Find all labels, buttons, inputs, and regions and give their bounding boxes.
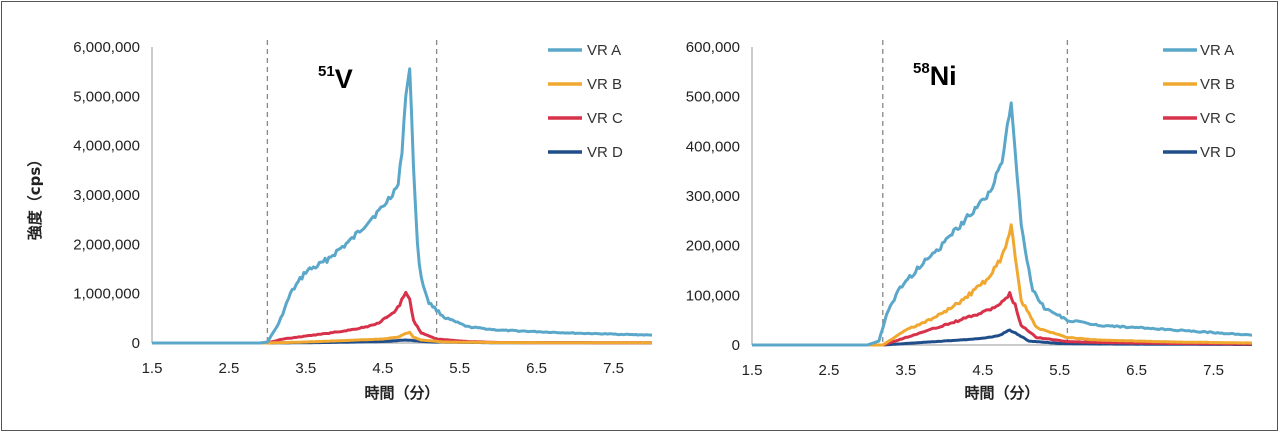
element-label: 51V bbox=[318, 63, 353, 94]
x-tick-label: 3.5 bbox=[295, 360, 316, 377]
legend-label: VR C bbox=[1200, 110, 1236, 127]
chart-panel-2: 0 100,000 200,000 300,000 400,000 500,000 600,… bbox=[686, 39, 1253, 402]
y-tick-label: 0 bbox=[732, 337, 740, 354]
x-tick-label: 5.5 bbox=[1049, 362, 1070, 379]
x-tick-label: 1.5 bbox=[742, 362, 763, 379]
x-tick-label: 4.5 bbox=[972, 362, 993, 379]
x-tick-label: 1.5 bbox=[142, 360, 163, 377]
legend-label: VR A bbox=[1200, 42, 1234, 59]
x-tick-label: 2.5 bbox=[218, 360, 239, 377]
series-line-vr-a bbox=[752, 101, 1253, 347]
y-tick-label: 3,000,000 bbox=[73, 187, 140, 204]
legend-label: VR B bbox=[1200, 76, 1235, 93]
x-tick-label: 6.5 bbox=[1126, 362, 1147, 379]
legend-label: VR D bbox=[1200, 144, 1236, 161]
legend-label: VR B bbox=[587, 76, 622, 93]
y-tick-label: 300,000 bbox=[686, 188, 740, 205]
y-tick-label: 1,000,000 bbox=[73, 286, 140, 303]
series-line-vr-b bbox=[752, 223, 1252, 347]
series-line-vr-a bbox=[152, 67, 653, 345]
y-tick-label: 400,000 bbox=[686, 138, 740, 155]
y-tick-label: 600,000 bbox=[686, 39, 740, 56]
x-tick-label: 3.5 bbox=[895, 362, 916, 379]
y-axis-label: 強度（cps） bbox=[26, 152, 44, 241]
y-tick-label: 500,000 bbox=[686, 89, 740, 106]
x-tick-label: 7.5 bbox=[1203, 362, 1224, 379]
chart-panel-1: 0 1,000,000 2,000,000 3,000,000 4,000,000 5,0… bbox=[26, 39, 653, 402]
y-tick-label: 6,000,000 bbox=[73, 39, 140, 56]
y-tick-label: 0 bbox=[132, 335, 140, 352]
x-tick-label: 7.5 bbox=[603, 360, 624, 377]
legend-label: VR D bbox=[587, 144, 623, 161]
y-tick-label: 2,000,000 bbox=[73, 236, 140, 253]
legend-label: VR A bbox=[587, 42, 621, 59]
element-label: 58Ni bbox=[913, 60, 957, 91]
y-tick-label: 100,000 bbox=[686, 287, 740, 304]
x-tick-label: 6.5 bbox=[526, 360, 547, 377]
series-line-vr-c bbox=[752, 291, 1252, 347]
x-tick-label: 5.5 bbox=[449, 360, 470, 377]
x-tick-label: 4.5 bbox=[372, 360, 393, 377]
x-axis-label: 時間（分） bbox=[964, 384, 1039, 402]
y-tick-label: 4,000,000 bbox=[73, 138, 140, 155]
x-tick-label: 2.5 bbox=[818, 362, 839, 379]
y-tick-label: 200,000 bbox=[686, 238, 740, 255]
legend-label: VR C bbox=[587, 110, 623, 127]
x-axis-label: 時間（分） bbox=[364, 384, 439, 402]
y-tick-label: 5,000,000 bbox=[73, 88, 140, 105]
